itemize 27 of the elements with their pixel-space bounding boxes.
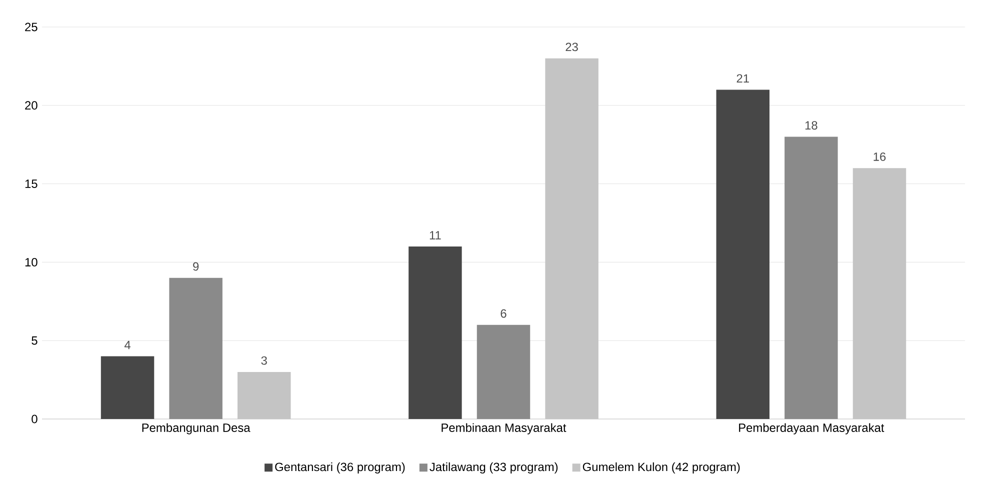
x-tick-label: Pemberdayaan Masyarakat	[739, 423, 884, 434]
y-tick-label: 15	[25, 180, 38, 188]
data-label: 23	[566, 42, 578, 52]
bar	[716, 90, 770, 419]
data-label: 6	[500, 309, 506, 318]
y-tick-label: 20	[25, 101, 38, 110]
bar	[784, 136, 838, 419]
bar	[408, 246, 462, 419]
y-tick-label: 5	[32, 336, 38, 345]
data-label: 9	[193, 262, 199, 271]
y-tick-label: 0	[32, 414, 38, 424]
legend-label: Jatilawang (33 program)	[430, 462, 558, 474]
data-label: 11	[430, 231, 441, 240]
legend-label: Gentansari (36 program)	[275, 462, 405, 474]
bar	[476, 324, 530, 419]
data-label: 4	[124, 340, 131, 350]
bar	[100, 356, 154, 419]
bar	[169, 278, 222, 419]
legend-label: Gumelem Kulon (42 program)	[582, 462, 740, 474]
y-tick-label: 10	[25, 258, 38, 266]
data-label: 3	[261, 356, 267, 365]
x-tick-label: Pembinaan Masyarakat	[442, 423, 566, 434]
y-tick-label: 25	[25, 22, 38, 32]
data-label: 16	[874, 152, 886, 161]
data-label: 18	[805, 121, 818, 130]
data-label: 21	[736, 74, 749, 83]
x-tick-label: Pembangunan Desa	[142, 423, 250, 434]
